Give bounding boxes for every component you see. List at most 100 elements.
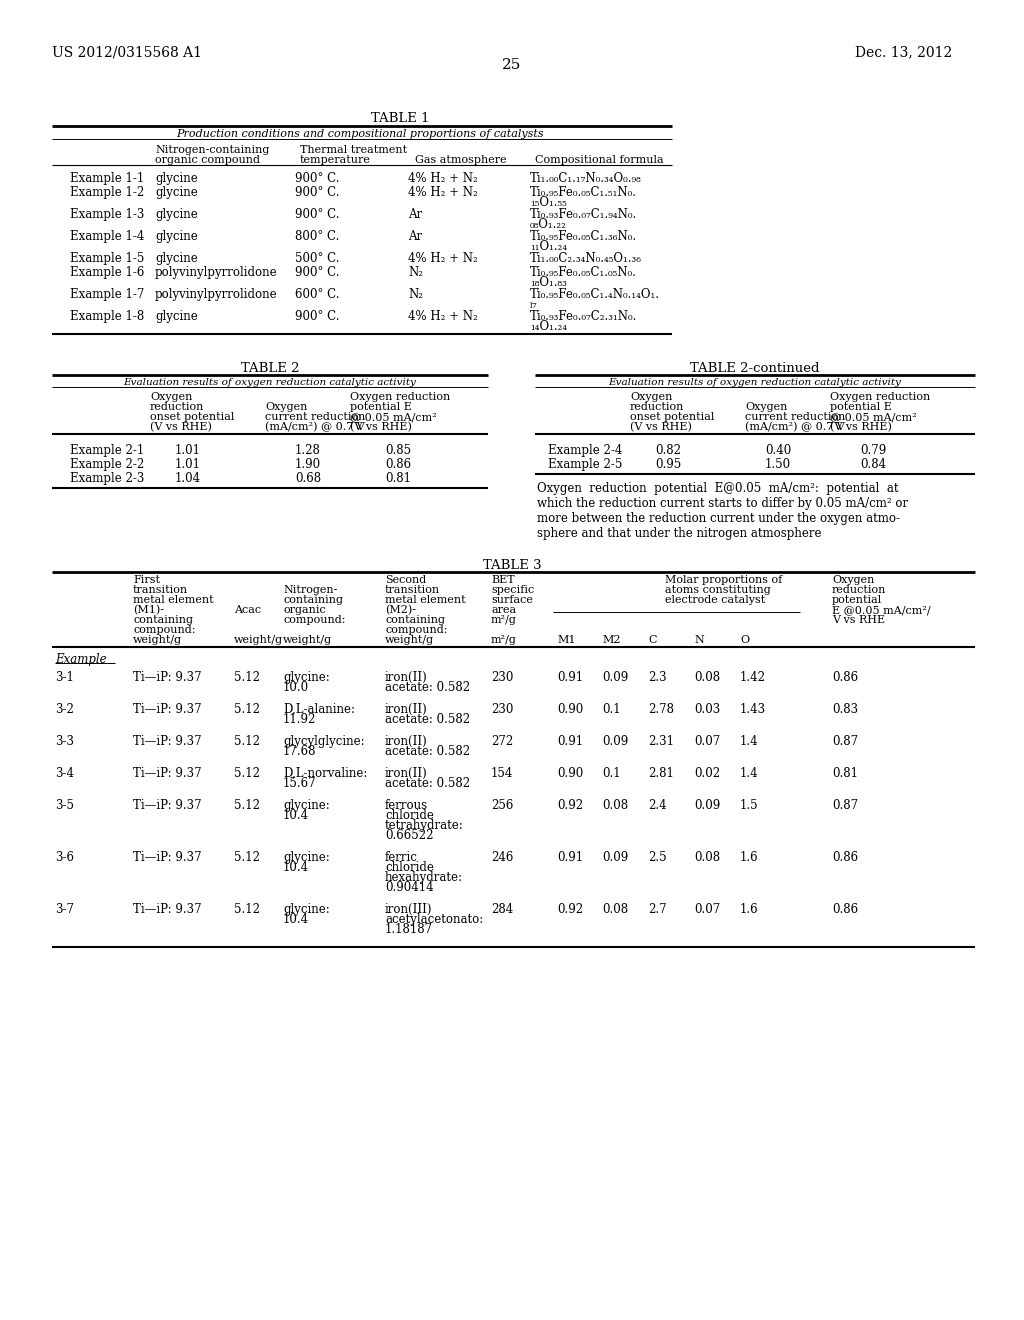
- Text: weight/g: weight/g: [234, 635, 283, 645]
- Text: transition: transition: [385, 585, 440, 595]
- Text: Ti₀.₉₅Fe₀.₀₅C₁.₀₅N₀.: Ti₀.₉₅Fe₀.₀₅C₁.₀₅N₀.: [530, 267, 637, 279]
- Text: Gas atmosphere: Gas atmosphere: [415, 154, 507, 165]
- Text: ₁₁O₁.₂₄: ₁₁O₁.₂₄: [530, 240, 567, 253]
- Text: Thermal treatment: Thermal treatment: [300, 145, 408, 154]
- Text: N₂: N₂: [408, 288, 423, 301]
- Text: 1.01: 1.01: [175, 458, 201, 471]
- Text: Evaluation results of oxygen reduction catalytic activity: Evaluation results of oxygen reduction c…: [608, 378, 901, 387]
- Text: (V vs RHE): (V vs RHE): [630, 422, 692, 433]
- Text: ₁₄O₁.₂₄: ₁₄O₁.₂₄: [530, 319, 567, 333]
- Text: TABLE 2-continued: TABLE 2-continued: [690, 362, 820, 375]
- Text: 0.08: 0.08: [694, 851, 720, 865]
- Text: 0.08: 0.08: [602, 799, 628, 812]
- Text: N₂: N₂: [408, 267, 423, 279]
- Text: iron(II): iron(II): [385, 671, 428, 684]
- Text: weight/g: weight/g: [133, 635, 182, 645]
- Text: 1.4: 1.4: [740, 735, 759, 748]
- Text: 0.09: 0.09: [602, 671, 629, 684]
- Text: Example 2-5: Example 2-5: [548, 458, 623, 471]
- Text: 600° C.: 600° C.: [295, 288, 340, 301]
- Text: Oxygen reduction: Oxygen reduction: [830, 392, 930, 403]
- Text: acetate: 0.582: acetate: 0.582: [385, 713, 470, 726]
- Text: metal element: metal element: [385, 595, 466, 605]
- Text: Dec. 13, 2012: Dec. 13, 2012: [855, 45, 952, 59]
- Text: 256: 256: [490, 799, 513, 812]
- Text: US 2012/0315568 A1: US 2012/0315568 A1: [52, 45, 202, 59]
- Text: atoms constituting: atoms constituting: [665, 585, 771, 595]
- Text: Ti₁.₀₀C₂.₃₄N₀.₄₅O₁.₃₆: Ti₁.₀₀C₂.₃₄N₀.₄₅O₁.₃₆: [530, 252, 642, 265]
- Text: tetrahydrate:: tetrahydrate:: [385, 818, 464, 832]
- Text: @ 0.05 mA/cm²: @ 0.05 mA/cm²: [350, 412, 437, 422]
- Text: 230: 230: [490, 704, 513, 715]
- Text: 0.09: 0.09: [602, 851, 629, 865]
- Text: Molar proportions of: Molar proportions of: [665, 576, 782, 585]
- Text: 0.03: 0.03: [694, 704, 720, 715]
- Text: glycine: glycine: [155, 186, 198, 199]
- Text: Ti₁.₀₀C₁.₁₇N₀.₃₄O₀.₉₈: Ti₁.₀₀C₁.₁₇N₀.₃₄O₀.₉₈: [530, 172, 642, 185]
- Text: containing: containing: [283, 595, 343, 605]
- Text: 246: 246: [490, 851, 513, 865]
- Text: 3-3: 3-3: [55, 735, 74, 748]
- Text: containing: containing: [385, 615, 445, 624]
- Text: 0.83: 0.83: [831, 704, 858, 715]
- Text: 0.09: 0.09: [694, 799, 720, 812]
- Text: 1.6: 1.6: [740, 851, 759, 865]
- Text: 10.0: 10.0: [283, 681, 309, 694]
- Text: 0.90: 0.90: [557, 704, 584, 715]
- Text: iron(II): iron(II): [385, 704, 428, 715]
- Text: 3-6: 3-6: [55, 851, 74, 865]
- Text: specific: specific: [490, 585, 535, 595]
- Text: 4% H₂ + N₂: 4% H₂ + N₂: [408, 310, 478, 323]
- Text: (M2)-: (M2)-: [385, 605, 416, 615]
- Text: 5.12: 5.12: [234, 851, 260, 865]
- Text: glycine: glycine: [155, 230, 198, 243]
- Text: onset potential: onset potential: [630, 412, 715, 422]
- Text: Ti—iP: 9.37: Ti—iP: 9.37: [133, 671, 202, 684]
- Text: Nitrogen-containing: Nitrogen-containing: [155, 145, 269, 154]
- Text: (V vs RHE): (V vs RHE): [830, 422, 892, 433]
- Text: TABLE 2: TABLE 2: [241, 362, 299, 375]
- Text: 0.1: 0.1: [602, 704, 621, 715]
- Text: 3-7: 3-7: [55, 903, 74, 916]
- Text: compound:: compound:: [385, 624, 447, 635]
- Text: M2: M2: [602, 635, 621, 645]
- Text: ferric: ferric: [385, 851, 418, 865]
- Text: 1.28: 1.28: [295, 444, 321, 457]
- Text: 0.68: 0.68: [295, 473, 322, 484]
- Text: Ar: Ar: [408, 230, 422, 243]
- Text: reduction: reduction: [150, 403, 205, 412]
- Text: 4% H₂ + N₂: 4% H₂ + N₂: [408, 186, 478, 199]
- Text: ferrous: ferrous: [385, 799, 428, 812]
- Text: 0.07: 0.07: [694, 903, 720, 916]
- Text: 900° C.: 900° C.: [295, 186, 340, 199]
- Text: Example 1-5: Example 1-5: [70, 252, 144, 265]
- Text: Example 1-7: Example 1-7: [70, 288, 144, 301]
- Text: TABLE 1: TABLE 1: [371, 112, 429, 125]
- Text: 0.91: 0.91: [557, 851, 583, 865]
- Text: Compositional formula: Compositional formula: [535, 154, 664, 165]
- Text: glycine: glycine: [155, 172, 198, 185]
- Text: 4% H₂ + N₂: 4% H₂ + N₂: [408, 172, 478, 185]
- Text: 4% H₂ + N₂: 4% H₂ + N₂: [408, 252, 478, 265]
- Text: containing: containing: [133, 615, 193, 624]
- Text: potential E: potential E: [350, 403, 412, 412]
- Text: C: C: [648, 635, 656, 645]
- Text: Oxygen: Oxygen: [630, 392, 673, 403]
- Text: 0.81: 0.81: [385, 473, 411, 484]
- Text: 11.92: 11.92: [283, 713, 316, 726]
- Text: compound:: compound:: [283, 615, 345, 624]
- Text: 2.4: 2.4: [648, 799, 667, 812]
- Text: 0.95: 0.95: [655, 458, 681, 471]
- Text: 900° C.: 900° C.: [295, 267, 340, 279]
- Text: potential: potential: [831, 595, 883, 605]
- Text: glycine:: glycine:: [283, 903, 330, 916]
- Text: Example 1-4: Example 1-4: [70, 230, 144, 243]
- Text: 0.87: 0.87: [831, 735, 858, 748]
- Text: 1.6: 1.6: [740, 903, 759, 916]
- Text: reduction: reduction: [831, 585, 887, 595]
- Text: (mA/cm²) @ 0.7 V: (mA/cm²) @ 0.7 V: [265, 422, 365, 433]
- Text: glycine: glycine: [155, 209, 198, 220]
- Text: acetate: 0.582: acetate: 0.582: [385, 777, 470, 789]
- Text: chloride: chloride: [385, 861, 434, 874]
- Text: Oxygen: Oxygen: [150, 392, 193, 403]
